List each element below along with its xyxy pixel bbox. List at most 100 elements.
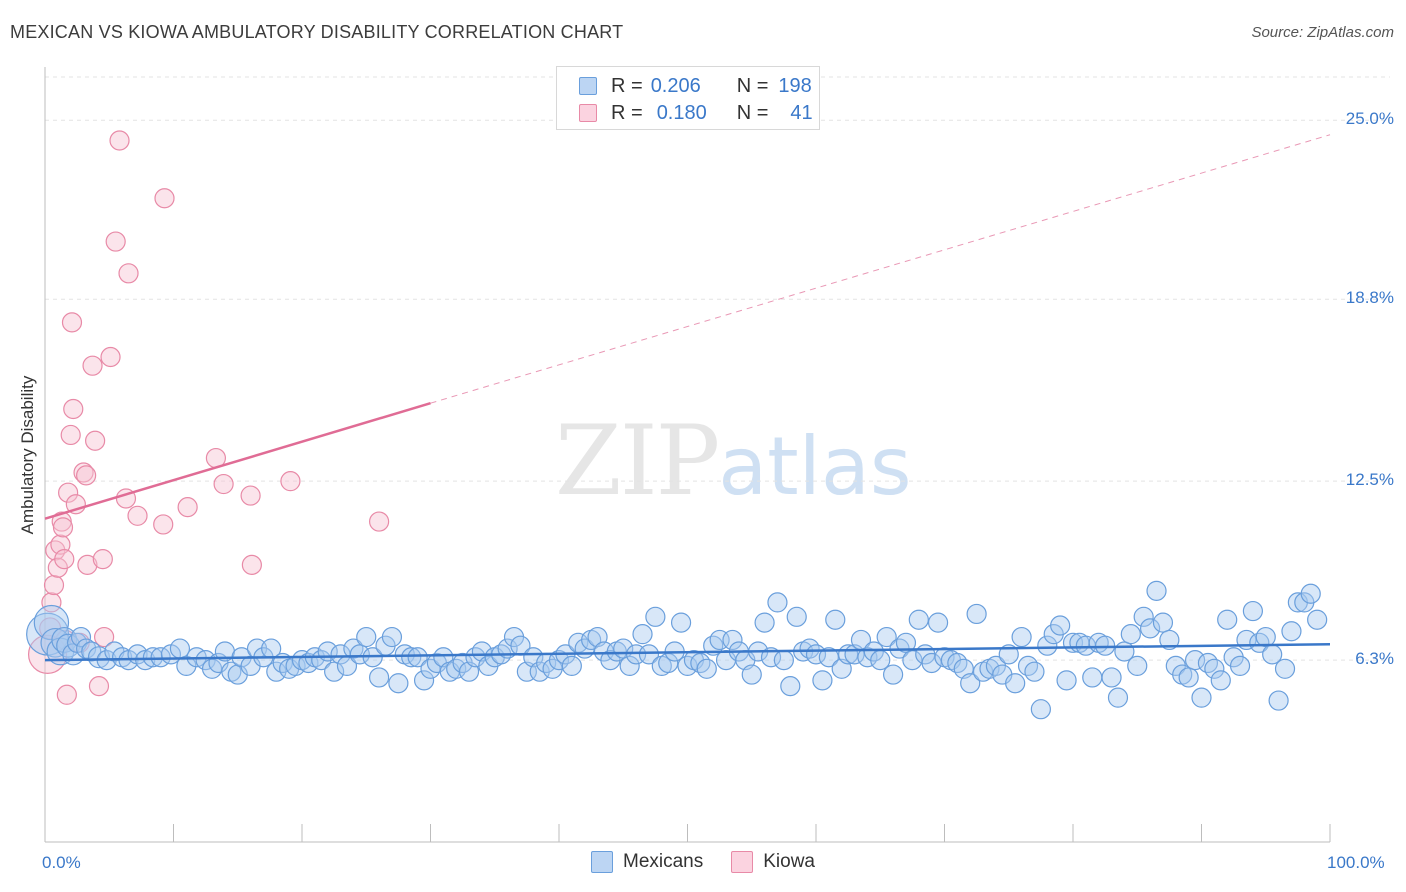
watermark-zip: ZIP	[555, 405, 720, 517]
mexicans-point	[381, 626, 403, 648]
mexicans-point	[407, 647, 428, 668]
kiowa-point	[154, 188, 175, 209]
mexicans-point	[420, 658, 441, 679]
watermark: ZIPatlas	[555, 405, 912, 517]
mexicans-point	[51, 626, 78, 653]
mexicans-point	[1255, 626, 1276, 648]
mexicans-point	[1249, 632, 1270, 653]
mexicans-point	[1030, 699, 1051, 720]
kiowa-trend-line	[44, 402, 431, 520]
kiowa-point	[43, 574, 65, 596]
mexicans-point	[349, 644, 370, 665]
kiowa-point	[54, 548, 75, 570]
mexicans-point	[446, 658, 467, 679]
mexicans-point	[87, 646, 111, 669]
mexicans-point	[645, 606, 666, 627]
mexicans-point	[169, 638, 191, 659]
legend-n-label: N =	[736, 74, 769, 97]
legend-n-label: N =	[736, 101, 769, 124]
mexicans-point	[1217, 609, 1238, 630]
watermark-atlas: atlas	[718, 420, 912, 513]
kiowa-point	[280, 471, 301, 492]
mexicans-point	[825, 609, 846, 630]
kiowa-point	[61, 312, 83, 333]
kiowa-point	[58, 482, 79, 503]
mexicans-point	[754, 612, 775, 633]
legend-row-kiowa: R = 0.180 N = 41	[579, 100, 813, 126]
mexicans-point	[413, 670, 435, 691]
mexicans-point	[1197, 652, 1219, 674]
y-tick-label: 25.0%	[1345, 109, 1394, 129]
mexicans-point	[690, 652, 711, 674]
mexicans-point	[966, 603, 987, 625]
mexicans-point	[1050, 615, 1071, 636]
mexicans-point	[70, 626, 92, 648]
legend-r-value: 0.180	[656, 101, 707, 124]
mexicans-point	[324, 661, 345, 682]
series-legend: Mexicans Kiowa	[0, 851, 1406, 873]
kiowa-point	[213, 473, 234, 495]
mexicans-point	[947, 652, 968, 674]
kiowa-point	[369, 511, 390, 532]
mexicans-point	[1307, 609, 1328, 630]
legend-r-value: 0.206	[650, 74, 701, 97]
mexicans-point	[908, 609, 929, 630]
mexicans-point	[773, 650, 794, 671]
mexicans-point	[767, 592, 788, 613]
kiowa-point	[63, 398, 84, 420]
mexicans-point	[780, 676, 801, 697]
mexicans-point	[1017, 655, 1039, 677]
kiowa-series	[27, 130, 390, 705]
legend-item-mexicans: Mexicans	[591, 851, 703, 873]
kiowa-point	[109, 130, 130, 151]
kiowa-point	[73, 462, 94, 483]
legend-label-kiowa: Kiowa	[763, 851, 815, 872]
kiowa-point	[85, 430, 106, 451]
mexicans-point	[401, 647, 422, 668]
y-tick-label: 6.3%	[1355, 649, 1394, 669]
kiowa-point	[241, 554, 262, 575]
mexicans-point	[176, 655, 197, 677]
kiowa-point	[153, 514, 174, 535]
mexicans-point	[388, 673, 409, 694]
legend-n-value: 41	[790, 101, 813, 124]
mexicans-point	[722, 629, 743, 651]
mexicans-point	[1095, 635, 1116, 656]
mexicans-point	[876, 626, 897, 648]
mexicans-point	[927, 612, 949, 633]
kiowa-legend-swatch	[731, 851, 754, 873]
kiowa-point	[41, 592, 62, 613]
mexicans-point	[1133, 606, 1154, 627]
trend-lines	[44, 134, 1331, 662]
mexicans-point	[857, 647, 878, 668]
kiowa-swatch	[579, 104, 597, 122]
mexicans-point	[1152, 612, 1174, 633]
mexicans-point	[760, 647, 782, 668]
y-axis-label: Ambulatory Disability	[18, 375, 37, 535]
kiowa-point	[77, 554, 98, 575]
y-tick-label: 18.8%	[1345, 288, 1394, 308]
mexicans-point	[1005, 673, 1026, 694]
mexicans-point	[298, 652, 319, 674]
kiowa-point	[240, 485, 261, 506]
mexicans-point	[1037, 635, 1058, 656]
mexicans-point	[1127, 655, 1148, 677]
kiowa-point	[52, 517, 74, 538]
source-label: Source: ZipAtlas.com	[1251, 24, 1394, 41]
kiowa-point	[100, 346, 121, 368]
mexicans-point	[1184, 650, 1206, 671]
mexicans-point	[1056, 670, 1077, 691]
mexicans-point	[1178, 667, 1199, 688]
mexicans-point	[1281, 621, 1302, 642]
legend-row-mexicans: R = 0.206 N = 198	[579, 73, 812, 99]
mexicans-point	[960, 673, 981, 694]
mexicans-point	[1101, 667, 1122, 688]
mexicans-point	[1011, 626, 1032, 648]
mexicans-point	[1082, 667, 1103, 688]
mexicans-point	[343, 638, 364, 659]
kiowa-point	[60, 424, 81, 446]
mexicans-point	[638, 644, 660, 665]
mexicans-point	[812, 670, 833, 691]
mexicans-point	[670, 612, 692, 633]
y-tick-label: 12.5%	[1345, 470, 1394, 490]
